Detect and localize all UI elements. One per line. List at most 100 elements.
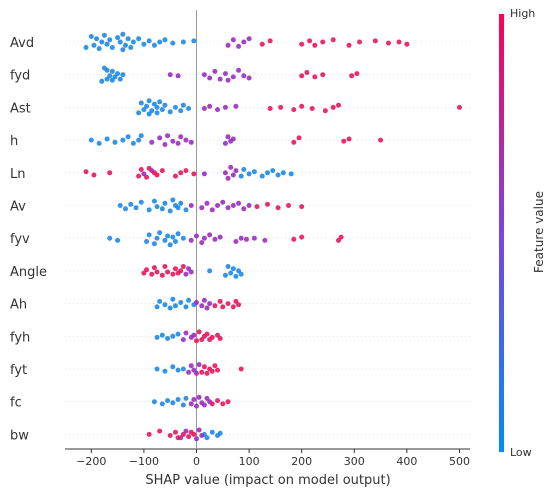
shap-point: [259, 173, 265, 179]
shap-point: [199, 369, 205, 375]
shap-point: [201, 402, 207, 408]
shap-point: [209, 207, 215, 213]
shap-point: [286, 203, 292, 208]
shap-point: [222, 140, 228, 146]
shap-point: [154, 172, 160, 178]
shap-point: [146, 165, 152, 171]
shap-point: [125, 134, 131, 140]
shap-point: [170, 400, 176, 406]
shap-point: [233, 168, 239, 174]
shap-point: [372, 38, 378, 44]
shap-point: [183, 207, 189, 213]
shap-point: [291, 107, 297, 113]
shap-point: [186, 434, 192, 440]
shap-point: [146, 38, 152, 44]
shap-point: [120, 72, 126, 78]
shap-point: [188, 401, 194, 407]
shap-point: [209, 334, 215, 340]
shap-point: [117, 39, 123, 45]
shap-point: [254, 204, 260, 210]
shap-point: [170, 234, 176, 240]
shap-point: [136, 110, 142, 116]
colorbar-gradient: [499, 14, 504, 452]
shap-point: [236, 302, 242, 308]
feature-label-ast: Ast: [10, 101, 31, 116]
shap-point: [162, 200, 168, 206]
shap-point: [138, 133, 144, 139]
shap-point: [225, 175, 231, 181]
shap-point: [157, 99, 163, 105]
x-tick-label: 300: [344, 455, 365, 468]
shap-point: [241, 73, 247, 79]
shap-point: [128, 45, 134, 50]
shap-point: [165, 269, 171, 275]
shap-point: [220, 304, 226, 310]
shap-point: [338, 234, 344, 240]
shap-point: [94, 36, 100, 42]
shap-point: [162, 102, 168, 108]
shap-point: [186, 297, 192, 303]
shap-point: [209, 368, 215, 374]
shap-point: [225, 301, 231, 307]
shap-point: [144, 267, 150, 273]
shap-point: [167, 242, 173, 248]
shap-point: [175, 231, 181, 237]
shap-point: [207, 103, 213, 109]
shap-point: [201, 106, 207, 111]
shap-point: [238, 271, 244, 277]
shap-point: [159, 401, 165, 407]
shap-point: [151, 241, 157, 247]
shap-point: [165, 336, 171, 341]
shap-point: [154, 334, 160, 340]
shap-point: [99, 78, 105, 84]
shap-point: [346, 136, 352, 142]
shap-point: [154, 366, 160, 372]
shap-point: [212, 68, 218, 74]
feature-label-av: Av: [10, 200, 26, 215]
shap-point: [230, 172, 236, 178]
shap-point: [299, 204, 305, 210]
shap-point: [191, 171, 197, 177]
shap-point: [357, 39, 363, 45]
shap-point: [241, 39, 247, 45]
shap-point: [204, 370, 210, 376]
shap-point: [199, 205, 205, 211]
shap-point: [207, 232, 213, 238]
shap-point: [146, 98, 152, 104]
shap-point: [170, 40, 176, 46]
shap-point: [236, 200, 242, 206]
colorbar-high-label: High: [510, 7, 535, 20]
shap-point: [193, 370, 199, 376]
shap-point: [172, 429, 178, 435]
shap-point: [215, 398, 221, 404]
shap-point: [146, 207, 152, 213]
feature-label-fyh: fyh: [10, 330, 30, 345]
shap-point: [291, 236, 297, 242]
shap-point: [109, 45, 115, 50]
shap-point: [107, 37, 113, 43]
shap-point: [120, 31, 126, 37]
shap-point: [259, 41, 265, 47]
shap-point: [167, 208, 173, 214]
shap-point: [191, 332, 197, 338]
shap-point: [278, 104, 284, 110]
shap-point: [217, 234, 223, 240]
shap-point: [233, 103, 239, 109]
shap-point: [193, 300, 199, 305]
feature-label-h: h: [10, 134, 18, 149]
x-tick-label: 400: [396, 455, 417, 468]
shap-point: [186, 106, 192, 111]
shap-point: [167, 305, 173, 311]
shap-point: [183, 168, 189, 174]
shap-point: [159, 332, 165, 338]
shap-point: [199, 303, 205, 309]
shap-point: [262, 237, 268, 243]
shap-point: [170, 138, 176, 144]
shap-point: [117, 76, 123, 82]
shap-point: [307, 38, 313, 44]
shap-point: [146, 232, 152, 238]
shap-point: [299, 41, 305, 47]
shap-point: [104, 136, 110, 142]
shap-point: [170, 296, 176, 302]
